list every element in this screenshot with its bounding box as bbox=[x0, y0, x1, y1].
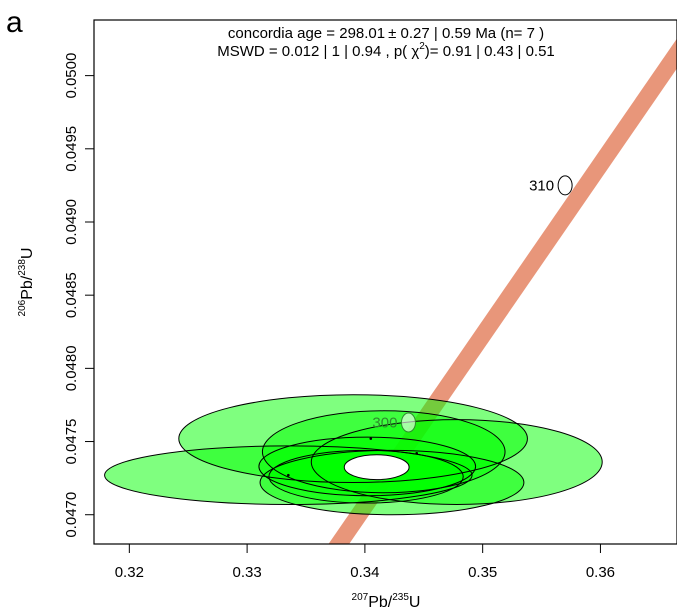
concordia-age-ellipse bbox=[343, 454, 410, 481]
error-ellipse-fill bbox=[260, 450, 524, 515]
error-ellipse bbox=[261, 410, 506, 494]
y-tick-label: 0.0470 bbox=[63, 492, 80, 538]
error-ellipse bbox=[178, 394, 528, 484]
error-ellipse bbox=[259, 449, 525, 516]
error-ellipse bbox=[268, 449, 464, 504]
y-tick-label: 0.0495 bbox=[63, 126, 80, 172]
y-tick-label: 0.0500 bbox=[63, 53, 80, 99]
ellipse-center-point bbox=[369, 437, 373, 440]
plot-area: 300 310 bbox=[104, 38, 677, 544]
x-tick-label: 0.35 bbox=[468, 564, 497, 581]
x-tick-label: 0.36 bbox=[586, 564, 615, 581]
y-tick-label: 0.0485 bbox=[63, 272, 80, 318]
age-marker-label: 310 bbox=[529, 177, 554, 194]
chart-subtitle: MSWD = 0.012 | 1 | 0.94 , p( χ2)= 0.91 |… bbox=[217, 41, 555, 60]
age-marker bbox=[400, 412, 416, 433]
error-ellipse bbox=[310, 419, 603, 505]
x-axis-title: 207Pb/235U bbox=[352, 592, 421, 611]
y-axis: 0.0470 0.0475 0.0480 0.0485 0.0490 0.0495 0.05… bbox=[63, 53, 95, 538]
age-marker bbox=[557, 175, 573, 196]
age-marker-label: 300 bbox=[372, 415, 397, 432]
y-axis-title: 206Pb/238U bbox=[17, 248, 36, 317]
x-tick-label: 0.32 bbox=[115, 564, 144, 581]
y-tick-label: 0.0475 bbox=[63, 419, 80, 465]
x-tick-label: 0.34 bbox=[350, 564, 379, 581]
ellipse-center-point bbox=[415, 451, 419, 455]
ellipse-center-point bbox=[287, 473, 290, 477]
concordia-band bbox=[328, 38, 677, 544]
chart-title: concordia age = 298.01 ± 0.27 | 0.59 Ma (… bbox=[228, 25, 544, 42]
panel-label: a bbox=[6, 6, 23, 39]
x-tick-label: 0.33 bbox=[233, 564, 262, 581]
error-ellipse bbox=[258, 436, 477, 497]
x-axis: 0.32 0.33 0.34 0.35 0.36 bbox=[115, 543, 615, 581]
y-tick-label: 0.0490 bbox=[63, 199, 80, 245]
y-tick-label: 0.0480 bbox=[63, 345, 80, 391]
